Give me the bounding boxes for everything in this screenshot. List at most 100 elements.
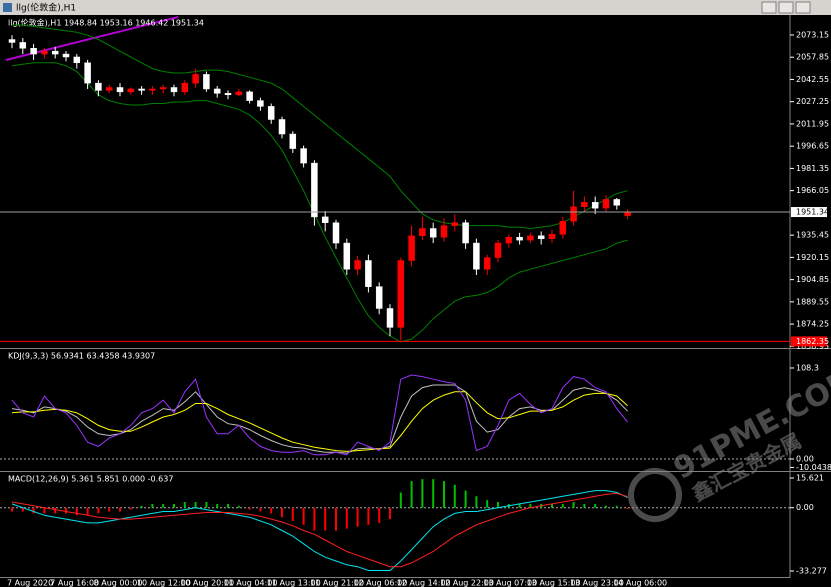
histogram-bar xyxy=(518,503,521,508)
candle-body xyxy=(149,88,156,91)
x-tick-label: 12 Aug 14:00 xyxy=(397,579,451,587)
candle-body xyxy=(84,62,91,84)
current-price-label: 1951.34 xyxy=(796,208,829,217)
candle-body xyxy=(73,56,81,64)
histogram-bar xyxy=(291,507,294,522)
candle-body xyxy=(527,235,534,241)
indicator-line xyxy=(11,492,628,568)
candle-body xyxy=(451,222,459,226)
histogram-bar xyxy=(615,505,618,508)
indicator-label: MACD(12,26,9) 5.361 5.851 0.000 -0.637 xyxy=(8,475,173,484)
candle-body xyxy=(257,100,264,107)
x-tick-label: 7 Aug 2020 xyxy=(7,579,53,587)
candle-body xyxy=(267,106,275,120)
candle-body xyxy=(375,286,383,309)
candle-body xyxy=(213,88,221,94)
y-tick-label: 2027.25 xyxy=(796,97,829,106)
indicator-label: llg(伦敦金),H1 1948.84 1953.16 1946.42 1951… xyxy=(8,18,204,28)
indicator-line xyxy=(11,374,628,456)
histogram-bar xyxy=(11,507,13,512)
histogram-bar xyxy=(65,507,67,514)
histogram-bar xyxy=(32,507,35,514)
candle-body xyxy=(397,260,405,328)
candle-body xyxy=(311,162,318,218)
y-tick-label: 0.00 xyxy=(796,454,814,463)
histogram-bar xyxy=(86,507,89,516)
histogram-bar xyxy=(270,507,273,514)
candle-body xyxy=(570,206,577,222)
minimize-button[interactable] xyxy=(761,1,777,14)
y-tick-label: 1889.55 xyxy=(796,297,829,306)
candle-body xyxy=(602,199,610,209)
y-tick-label: 1935.45 xyxy=(796,231,829,240)
histogram-bar xyxy=(410,481,413,508)
histogram-bar xyxy=(140,505,143,508)
candle-body xyxy=(408,235,415,261)
histogram-bar xyxy=(464,490,467,508)
histogram-bar xyxy=(216,503,219,508)
indicator-line xyxy=(11,384,628,454)
histogram-bar xyxy=(529,503,532,508)
window-buttons[interactable] xyxy=(761,1,811,14)
histogram-bar xyxy=(626,507,629,509)
x-tick-label: 7 Aug 16:00 xyxy=(50,579,99,587)
histogram-bar xyxy=(345,507,348,529)
bollinger-band xyxy=(12,24,628,230)
y-tick-label: 1966.05 xyxy=(796,186,829,195)
x-tick-label: 13 Aug 15:00 xyxy=(527,579,581,587)
candle-body xyxy=(613,199,621,206)
histogram-bar xyxy=(162,503,165,508)
x-tick-label: 10 Aug 20:00 xyxy=(180,579,234,587)
bollinger-band xyxy=(11,62,628,343)
histogram-bar xyxy=(356,507,359,527)
histogram-bar xyxy=(108,507,111,512)
candle-body xyxy=(105,87,113,91)
candle-body xyxy=(289,133,297,149)
y-tick-label: 1920.15 xyxy=(796,253,829,262)
candle-body xyxy=(300,148,307,164)
histogram-bar xyxy=(389,507,391,520)
histogram-bar xyxy=(97,507,100,514)
candle-body xyxy=(30,48,37,55)
histogram-bar xyxy=(313,507,316,531)
y-tick-label: 2042.55 xyxy=(796,75,829,84)
x-tick-label: 11 Aug 21:00 xyxy=(310,579,364,587)
histogram-bar xyxy=(129,507,132,510)
candle-body xyxy=(116,87,124,93)
candle-body xyxy=(354,260,361,270)
histogram-bar xyxy=(183,502,186,508)
y-tick-label: 108.3 xyxy=(796,363,819,372)
watermark-logo xyxy=(628,468,682,522)
candle-body xyxy=(591,202,599,209)
histogram-bar xyxy=(75,507,78,516)
candle-body xyxy=(159,87,167,90)
histogram-bar xyxy=(453,484,456,508)
y-tick-label: 2073.15 xyxy=(796,30,829,39)
histogram-bar xyxy=(594,503,597,508)
histogram-bar xyxy=(335,507,337,531)
maximize-button[interactable] xyxy=(778,1,794,14)
candle-body xyxy=(473,242,480,270)
x-tick-label: 14 Aug 06:00 xyxy=(613,579,667,587)
candle-body xyxy=(505,236,513,244)
histogram-bar xyxy=(399,492,402,508)
candle-body xyxy=(559,221,567,235)
candle-body xyxy=(386,308,394,328)
close-button[interactable] xyxy=(795,1,811,14)
x-tick-label: 12 Aug 22:00 xyxy=(440,579,494,587)
candle-body xyxy=(537,235,545,239)
candle-body xyxy=(462,222,469,244)
candle-body xyxy=(62,53,70,58)
candle-body xyxy=(278,119,286,135)
histogram-bar xyxy=(302,507,305,525)
candle-body xyxy=(170,87,178,93)
candle-body xyxy=(581,202,588,207)
x-tick-label: 11 Aug 04:00 xyxy=(224,579,278,587)
ref-price-box xyxy=(791,336,827,347)
ref-price-label: 1862.35 xyxy=(796,337,829,346)
candle-body xyxy=(332,222,340,244)
candle-body xyxy=(127,88,135,93)
candle-body xyxy=(440,225,448,238)
